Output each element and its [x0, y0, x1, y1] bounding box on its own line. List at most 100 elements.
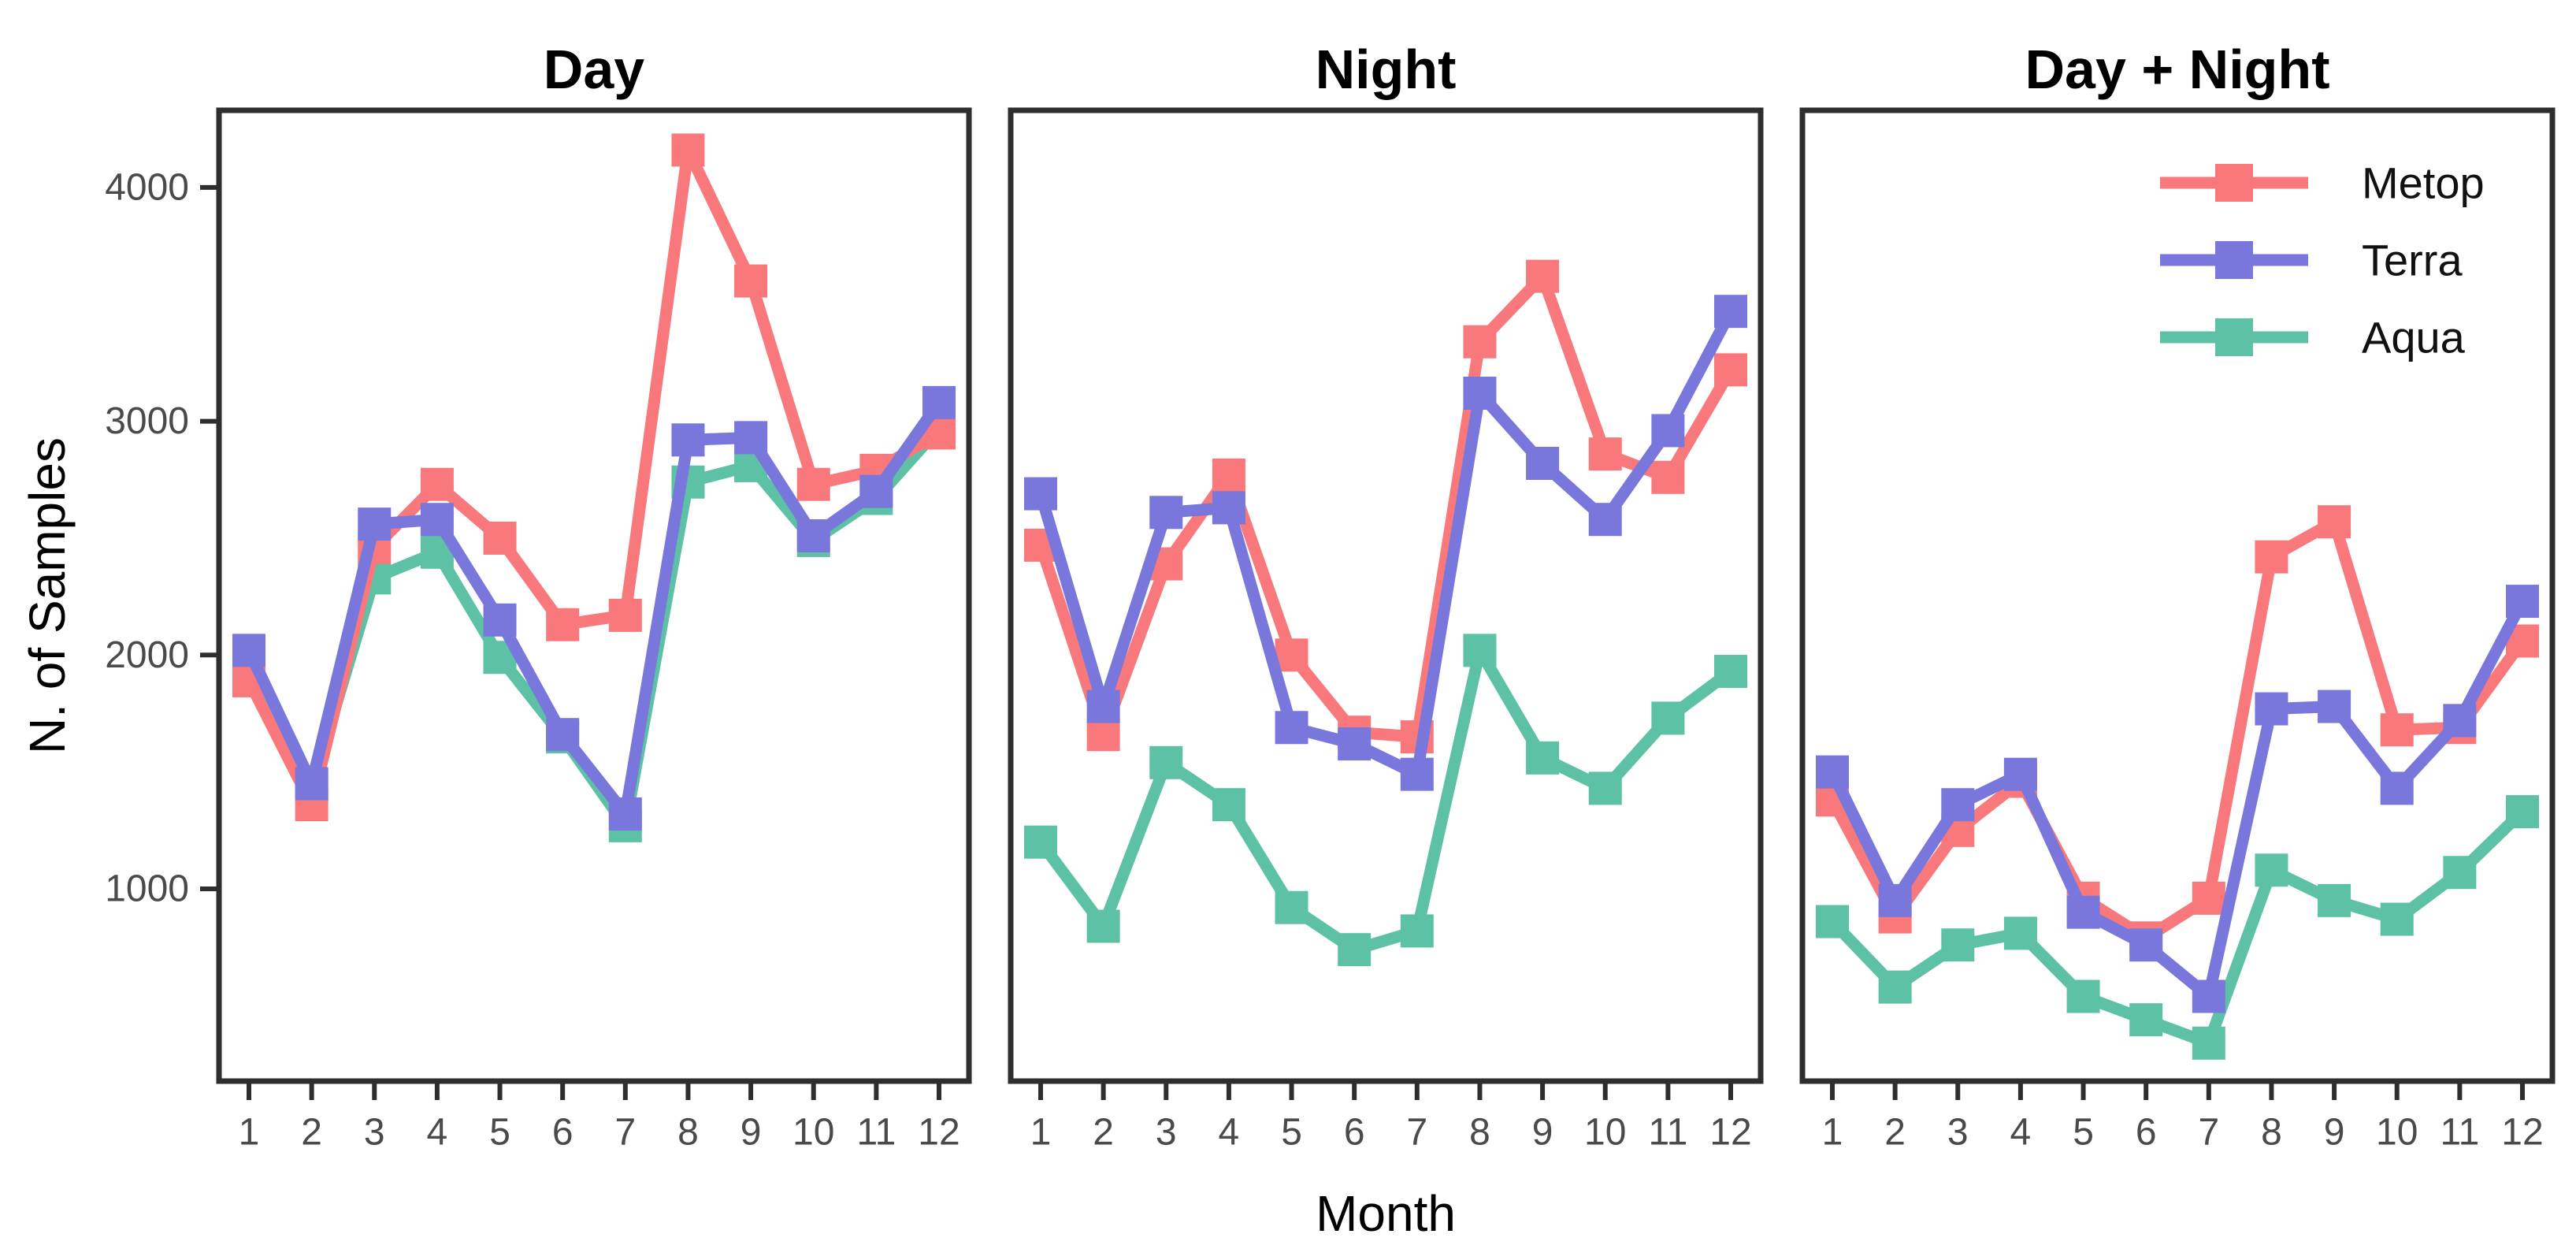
square-marker	[1275, 890, 1308, 924]
x-tick-label: 3	[1156, 1112, 1177, 1154]
legend-key-square-icon	[2215, 164, 2253, 202]
x-tick-label: 7	[1406, 1112, 1427, 1154]
x-tick-label: 4	[2010, 1112, 2032, 1154]
square-marker	[2380, 713, 2414, 747]
square-marker	[1941, 788, 1975, 822]
panel-title: Night	[1316, 39, 1457, 100]
square-marker	[671, 423, 705, 457]
panel-title: Day + Night	[2025, 39, 2329, 100]
square-marker	[358, 507, 392, 541]
y-tick-label: 3000	[105, 400, 189, 442]
x-tick-label: 3	[1947, 1112, 1969, 1154]
series-terra	[1816, 585, 2539, 1013]
y-tick-label: 1000	[105, 868, 189, 910]
square-marker	[1463, 634, 1497, 667]
square-marker	[796, 467, 830, 501]
square-marker	[1086, 689, 1120, 723]
square-marker	[2255, 692, 2288, 726]
square-marker	[1338, 933, 1372, 967]
series-metop	[1024, 259, 1747, 754]
square-marker	[1275, 711, 1308, 745]
square-marker	[2506, 795, 2539, 829]
panel-frame	[216, 107, 972, 1084]
square-marker	[734, 421, 768, 455]
x-tick-label: 12	[1709, 1112, 1751, 1154]
square-marker	[546, 608, 580, 641]
square-marker	[420, 467, 454, 501]
series-markers-terra	[232, 385, 956, 831]
square-marker	[2318, 689, 2351, 723]
square-marker	[859, 474, 893, 508]
square-marker	[1149, 496, 1183, 530]
x-tick-label: 2	[1884, 1112, 1906, 1154]
square-marker	[1588, 437, 1622, 471]
square-marker	[1400, 757, 1434, 791]
square-marker	[1024, 825, 1057, 859]
square-marker	[1651, 414, 1685, 448]
x-tick-label: 3	[364, 1112, 385, 1154]
x-tick-label: 8	[2261, 1112, 2282, 1154]
square-marker	[1941, 928, 1975, 962]
square-marker	[1714, 655, 1747, 689]
x-axis-title: Month	[1316, 1185, 1456, 1242]
square-marker	[1086, 718, 1120, 752]
square-marker	[1086, 909, 1120, 943]
series-markers-terra	[1816, 585, 2539, 1013]
series-markers-aqua	[1816, 795, 2539, 1060]
legend: Metop Terra Aqua	[2160, 158, 2485, 362]
legend-label: Aqua	[2362, 313, 2466, 362]
square-marker	[1463, 325, 1497, 359]
square-marker	[2380, 902, 2414, 936]
x-tick-label: 7	[2198, 1112, 2219, 1154]
x-tick-label: 11	[2440, 1112, 2479, 1154]
legend-key-square-icon	[2215, 241, 2253, 279]
square-marker	[1212, 788, 1245, 822]
square-marker	[295, 767, 328, 801]
square-marker	[1816, 755, 1849, 789]
square-marker	[483, 521, 517, 555]
square-marker	[2192, 979, 2225, 1013]
y-axis-title: N. of Samples	[19, 437, 76, 754]
square-marker	[2129, 1003, 2163, 1037]
square-marker	[2003, 916, 2037, 950]
square-marker	[2192, 881, 2225, 915]
panel-frame	[1799, 107, 2556, 1084]
square-marker	[1714, 295, 1747, 329]
series-aqua	[1816, 795, 2539, 1060]
x-tick-label: 6	[1344, 1112, 1365, 1154]
x-tick-label: 9	[2324, 1112, 2345, 1154]
series-markers-terra	[1024, 295, 1747, 791]
square-marker	[1878, 970, 1912, 1004]
legend-item-aqua: Aqua	[2160, 313, 2466, 362]
square-marker	[608, 797, 642, 831]
square-marker	[1212, 491, 1245, 525]
square-marker	[1816, 905, 1849, 938]
square-marker	[1275, 638, 1308, 672]
square-marker	[1463, 376, 1497, 410]
square-marker	[2129, 928, 2163, 962]
x-tick-label: 5	[1281, 1112, 1302, 1154]
x-tick-label: 2	[1093, 1112, 1114, 1154]
x-tick-label: 12	[2501, 1112, 2543, 1154]
legend-label: Metop	[2362, 158, 2485, 208]
x-tick-label: 11	[856, 1112, 896, 1154]
x-tick-label: 5	[2073, 1112, 2094, 1154]
square-marker	[734, 264, 768, 298]
y-tick-label: 2000	[105, 634, 189, 676]
panel-title: Day	[544, 39, 644, 100]
square-marker	[232, 634, 265, 667]
square-marker	[483, 603, 517, 637]
square-marker	[1526, 259, 1560, 293]
square-marker	[2003, 757, 2037, 791]
square-marker	[546, 718, 580, 752]
square-marker	[2506, 585, 2539, 619]
square-marker	[2318, 505, 2351, 539]
square-marker	[2192, 1026, 2225, 1060]
square-marker	[420, 503, 454, 537]
legend-item-terra: Terra	[2160, 236, 2463, 285]
square-marker	[2443, 704, 2477, 738]
square-marker	[608, 598, 642, 632]
x-tick-label: 1	[1822, 1112, 1843, 1154]
